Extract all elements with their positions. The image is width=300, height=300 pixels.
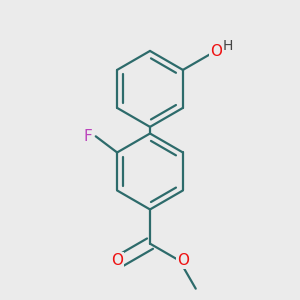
Text: F: F xyxy=(83,129,92,144)
Text: O: O xyxy=(177,253,189,268)
Text: O: O xyxy=(111,253,123,268)
Text: O: O xyxy=(210,44,222,59)
Text: H: H xyxy=(223,39,233,53)
